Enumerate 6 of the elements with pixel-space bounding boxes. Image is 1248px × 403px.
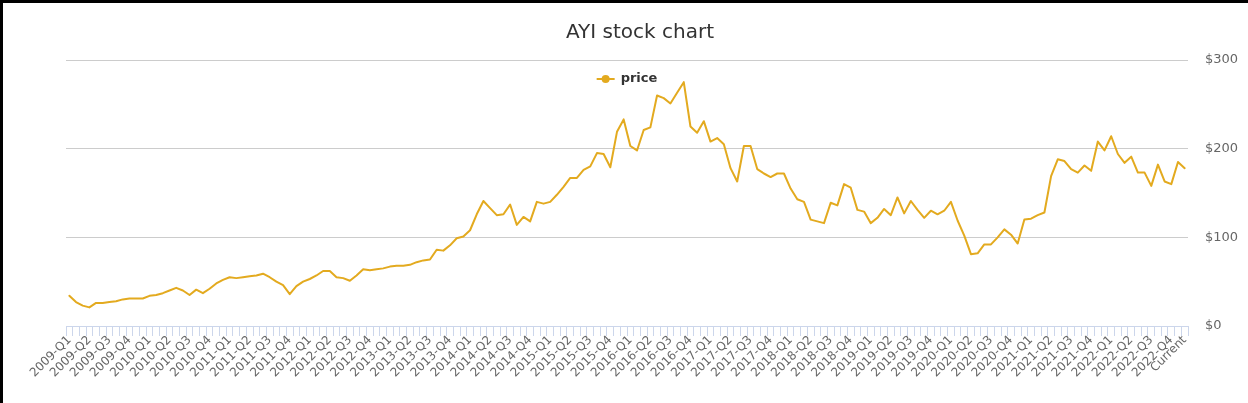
y-tick-label: $100 (1205, 228, 1239, 244)
y-tick-label: $300 (1205, 51, 1239, 67)
y-tick-label: $200 (1205, 140, 1239, 156)
chart-title: AYI stock chart (565, 19, 715, 44)
y-tick-label: $0 (1205, 317, 1222, 333)
legend-label: price (620, 70, 658, 86)
